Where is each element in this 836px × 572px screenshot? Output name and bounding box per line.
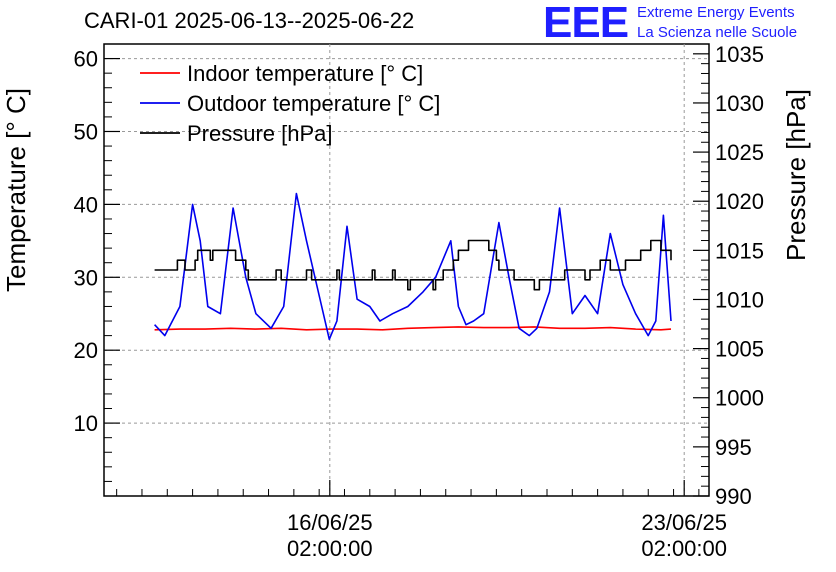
y-tick-label: 40 [74,192,98,217]
y2-tick-label: 1030 [715,91,764,116]
eee-logo: EEE [543,0,629,47]
y2-tick-label: 1015 [715,238,764,263]
x-tick-time: 02:00:00 [641,536,727,561]
legend-label: Pressure [hPa] [187,121,333,146]
x-tick-date: 23/06/25 [641,510,727,535]
y2-tick-label: 1020 [715,189,764,214]
logo-line-1: Extreme Energy Events [637,4,795,21]
y-axis-title: Temperature [° C] [1,88,31,292]
legend-label: Outdoor temperature [° C] [187,91,440,116]
y2-tick-label: 1025 [715,140,764,165]
y2-tick-label: 990 [715,484,752,509]
y-tick-label: 10 [74,411,98,436]
legend-label: Indoor temperature [° C] [187,61,423,86]
y-tick-label: 60 [74,47,98,72]
series-line-pressure [154,239,672,291]
y-tick-label: 50 [74,119,98,144]
y2-tick-label: 1035 [715,42,764,67]
y2-tick-label: 1010 [715,287,764,312]
y2-tick-label: 995 [715,435,752,460]
y2-tick-label: 1000 [715,386,764,411]
y2-axis-title: Pressure [hPa] [781,89,811,261]
chart-title: CARI-01 2025-06-13--2025-06-22 [84,8,415,33]
x-tick-date: 16/06/25 [287,510,373,535]
x-tick-time: 02:00:00 [287,536,373,561]
y2-tick-label: 1005 [715,337,764,362]
logo-line-2: La Scienza nelle Scuole [637,24,798,41]
y-tick-label: 20 [74,338,98,363]
y-tick-label: 30 [74,265,98,290]
series-line-indoor [154,326,672,331]
series-line-outdoor [154,192,672,341]
